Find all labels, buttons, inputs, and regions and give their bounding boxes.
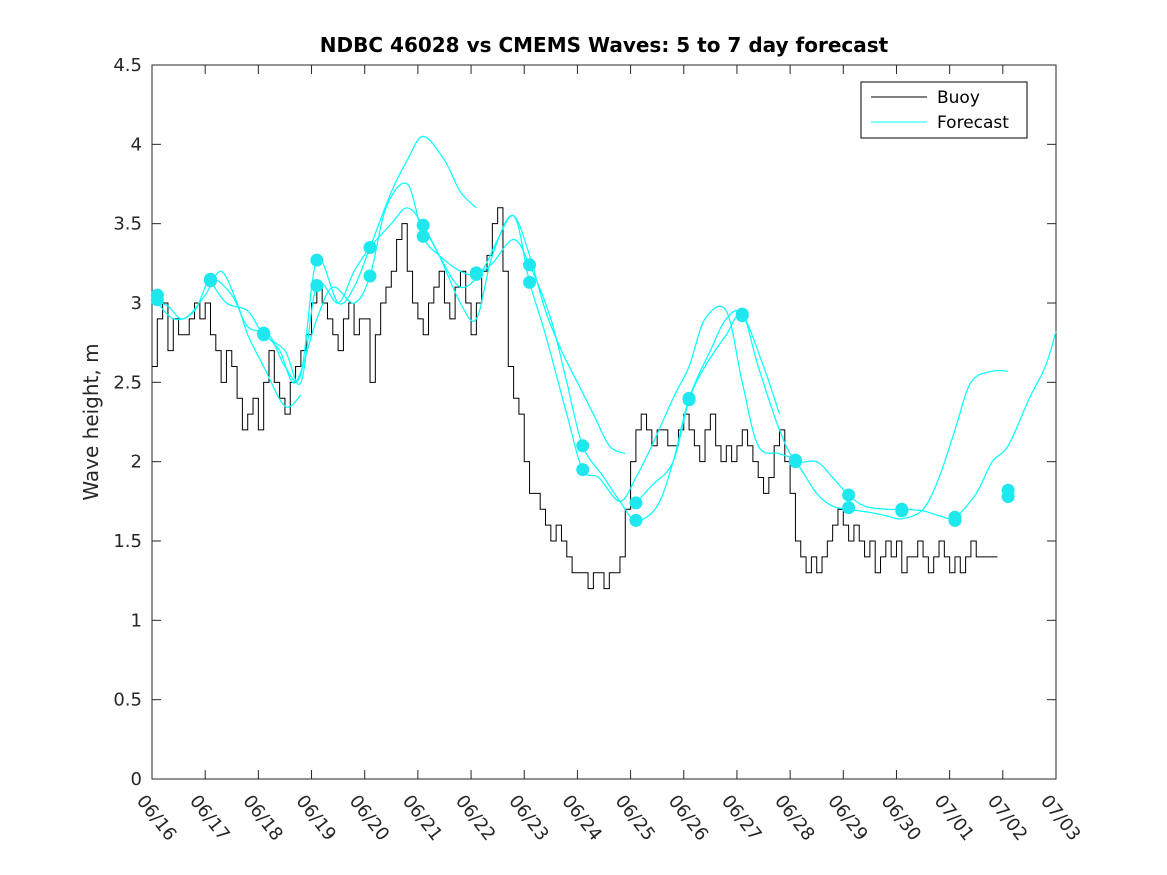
y-tick-label: 0 [131, 769, 142, 790]
forecast-marker [682, 391, 696, 405]
forecast-marker [523, 258, 537, 272]
forecast-marker [257, 328, 271, 342]
forecast-marker [576, 439, 590, 453]
forecast-marker [1001, 490, 1015, 504]
legend-buoy-label: Buoy [937, 88, 980, 108]
y-tick-label: 1 [131, 610, 142, 631]
forecast-marker [842, 501, 856, 515]
y-tick-label: 3 [131, 293, 142, 314]
forecast-marker [788, 455, 802, 469]
forecast-marker [895, 504, 909, 518]
forecast-marker [363, 269, 377, 283]
legend-box [860, 81, 1028, 139]
forecast-run-line [151, 270, 302, 408]
forecast-marker [416, 229, 430, 243]
forecast-marker [629, 513, 643, 527]
forecast-markers [150, 218, 1015, 527]
forecast-marker [310, 253, 324, 267]
forecast-marker [416, 218, 430, 232]
forecast-marker [629, 496, 643, 510]
forecast-marker [842, 488, 856, 502]
forecast-marker [523, 275, 537, 289]
forecast-marker [310, 279, 324, 293]
legend: Buoy Forecast [860, 81, 1028, 139]
buoy-series [152, 207, 998, 590]
forecast-marker [576, 463, 590, 477]
y-axis: 0 0.5 1 1.5 2 2.5 3 3.5 4 4.5 [113, 55, 1056, 790]
forecast-marker [735, 309, 749, 323]
y-tick-label: 0.5 [113, 690, 142, 711]
plot-area [151, 64, 1057, 780]
forecast-marker [948, 513, 962, 527]
y-tick-label: 1.5 [113, 531, 142, 552]
forecast-marker [469, 266, 483, 280]
legend-forecast-label: Forecast [937, 113, 1009, 133]
y-tick-label: 4.5 [113, 55, 142, 76]
forecast-marker [363, 240, 377, 254]
chart-title: NDBC 46028 vs CMEMS Waves: 5 to 7 day fo… [320, 33, 889, 57]
forecast-marker [150, 293, 164, 307]
y-tick-label: 2.5 [113, 372, 142, 393]
y-tick-label: 2 [131, 452, 142, 473]
y-tick-label: 4 [131, 134, 142, 155]
y-tick-label: 3.5 [113, 214, 142, 235]
buoy-line [152, 207, 998, 590]
forecast-marker [203, 272, 217, 286]
forecast-run-line [422, 214, 1009, 520]
y-axis-label: Wave height, m [79, 343, 103, 500]
